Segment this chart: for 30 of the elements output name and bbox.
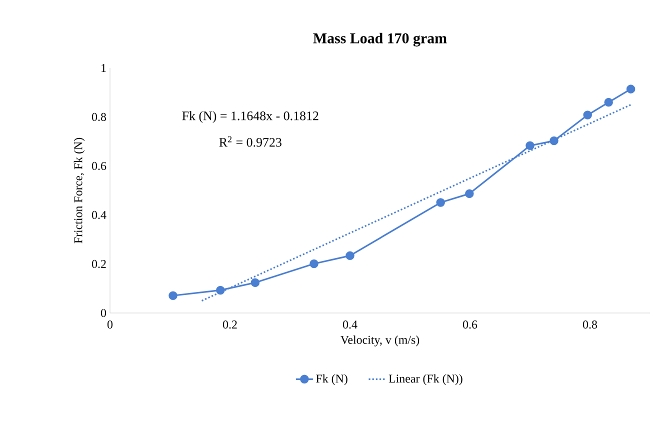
point — [604, 98, 613, 107]
point — [310, 259, 318, 268]
annotation: R$^{2}$ = 0.9723 — [219, 136, 282, 147]
point — [346, 251, 354, 260]
x-tick-label: 0.4 — [342, 320, 358, 329]
point — [550, 136, 558, 146]
point — [626, 84, 636, 94]
point — [583, 110, 592, 120]
chart-title: Mass Load 170 gram — [313, 32, 447, 46]
point — [436, 198, 445, 207]
point — [216, 286, 225, 295]
y-axis-title: Friction Force, Fk (N) — [74, 138, 85, 244]
point — [465, 189, 474, 198]
annotation: Fk (N) = 1.1648x - 0.1812 — [182, 111, 318, 123]
x-axis-title: Velocity, v (m/s) — [340, 335, 420, 346]
x-tick-label: 0.6 — [462, 320, 478, 329]
y-tick-label: 0 — [100, 308, 106, 318]
point — [168, 291, 178, 300]
point — [250, 278, 260, 288]
y-tick-label: 0.6 — [92, 162, 106, 170]
y-tick-label: 0.4 — [92, 210, 106, 220]
point — [526, 141, 534, 150]
x-tick-label: 0 — [107, 320, 113, 329]
y-tick-label: 1 — [102, 64, 106, 72]
y-tick-label: 0.8 — [92, 112, 106, 122]
y-tick-label: 0.2 — [92, 260, 106, 268]
x-tick-label: 0.8 — [582, 320, 598, 329]
legend-label: Linear (Fk (N)) — [388, 374, 462, 386]
x-tick-label: 0.2 — [222, 320, 237, 329]
legend-label: Fk (N) — [316, 374, 348, 386]
